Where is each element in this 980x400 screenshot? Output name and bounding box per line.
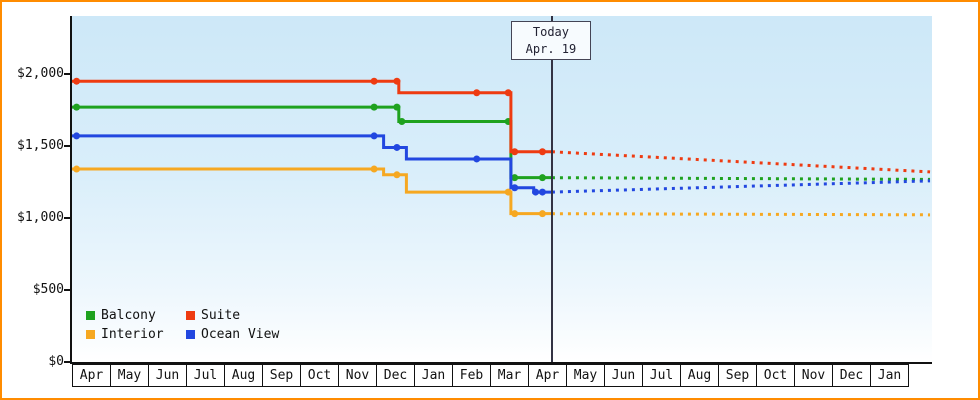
month-cell: Apr — [72, 364, 111, 387]
legend-item-balcony: Balcony — [86, 308, 186, 323]
y-axis-tick — [64, 289, 70, 291]
series-marker-balcony — [73, 103, 81, 111]
series-marker-ocean-view — [370, 132, 378, 140]
x-axis-line — [70, 362, 932, 364]
series-marker-interior — [393, 171, 401, 179]
series-line-ocean-view — [72, 134, 552, 194]
legend-label: Balcony — [101, 308, 156, 323]
month-cell: Oct — [756, 364, 795, 387]
series-marker-suite — [511, 148, 519, 156]
series-marker-ocean-view — [538, 188, 546, 196]
series-forecast-suite — [551, 150, 931, 174]
legend: Balcony Suite Interior Ocean View — [86, 308, 279, 342]
month-cell: Oct — [300, 364, 339, 387]
series-marker-interior — [370, 165, 378, 173]
month-cell: Nov — [794, 364, 833, 387]
series-marker-ocean-view — [73, 132, 81, 140]
series-forecast-interior — [551, 212, 931, 217]
month-cell: Jun — [604, 364, 643, 387]
series-marker-suite — [393, 77, 401, 85]
month-cell: Jun — [148, 364, 187, 387]
plot-area — [72, 16, 932, 362]
series-forecast-ocean-view — [551, 179, 931, 194]
month-cell: Jul — [186, 364, 225, 387]
y-axis-tick — [64, 145, 70, 147]
series-marker-suite — [504, 89, 512, 97]
month-cell: Sep — [718, 364, 757, 387]
month-cell: Jan — [414, 364, 453, 387]
series-marker-interior — [504, 188, 512, 196]
legend-swatch-interior — [86, 330, 95, 339]
series-marker-balcony — [393, 103, 401, 111]
price-chart-canvas — [72, 77, 931, 218]
month-cell: Sep — [262, 364, 301, 387]
legend-item-ocean-view: Ocean View — [186, 327, 279, 342]
today-line — [550, 16, 553, 362]
series-marker-suite — [73, 77, 81, 85]
today-label-box: Today Apr. 19 — [510, 21, 591, 60]
y-axis-tick-label: $0 — [48, 354, 64, 369]
month-cell: Aug — [680, 364, 719, 387]
series-marker-interior — [73, 165, 81, 173]
month-cell: May — [566, 364, 605, 387]
month-cell: Dec — [832, 364, 871, 387]
legend-label: Interior — [101, 327, 164, 342]
series-marker-balcony — [511, 174, 519, 182]
y-axis-tick-label: $2,000 — [17, 66, 64, 81]
legend-label: Suite — [201, 308, 241, 323]
series-marker-suite — [370, 77, 378, 85]
y-axis-tick-label: $1,500 — [17, 138, 64, 153]
month-cell: Apr — [528, 364, 567, 387]
legend-item-interior: Interior — [86, 327, 186, 342]
y-axis-tick — [64, 73, 70, 75]
month-cell: Jul — [642, 364, 681, 387]
series-marker-interior — [511, 210, 519, 218]
y-axis-line — [70, 16, 72, 364]
month-cell: Mar — [490, 364, 529, 387]
series-marker-balcony — [370, 103, 378, 111]
legend-swatch-ocean-view — [186, 330, 195, 339]
month-cell: Dec — [376, 364, 415, 387]
month-cell: May — [110, 364, 149, 387]
legend-swatch-balcony — [86, 311, 95, 320]
series-marker-interior — [538, 210, 546, 218]
month-cell: Feb — [452, 364, 491, 387]
series-marker-suite — [538, 148, 546, 156]
legend-swatch-suite — [186, 311, 195, 320]
legend-item-suite: Suite — [186, 308, 279, 323]
series-marker-ocean-view — [393, 143, 401, 151]
today-label: Today — [532, 25, 569, 39]
month-cell: Aug — [224, 364, 263, 387]
series-line-interior — [72, 167, 552, 216]
series-forecast-balcony — [551, 176, 931, 181]
month-cell: Jan — [870, 364, 909, 387]
legend-label: Ocean View — [201, 327, 280, 342]
series-marker-ocean-view — [511, 184, 519, 192]
series-marker-balcony — [538, 174, 546, 182]
y-axis-tick — [64, 361, 70, 363]
y-axis-tick — [64, 217, 70, 219]
series-marker-ocean-view — [532, 188, 540, 196]
series-line-balcony — [72, 105, 552, 180]
series-marker-suite — [473, 89, 481, 97]
month-cell: Nov — [338, 364, 377, 387]
y-axis-tick-label: $500 — [32, 282, 64, 297]
y-axis-tick-label: $1,000 — [17, 210, 64, 225]
series-marker-balcony — [398, 118, 406, 126]
today-date: Apr. 19 — [525, 42, 577, 56]
series-marker-ocean-view — [473, 155, 481, 163]
